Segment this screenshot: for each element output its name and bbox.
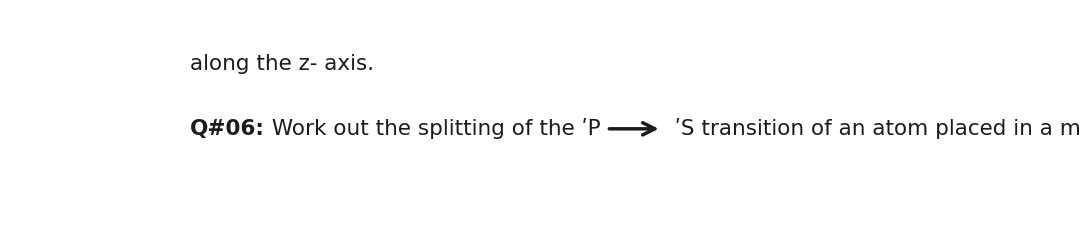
Text: ʹS transition of an atom placed in a magnetic field ‘B’: ʹS transition of an atom placed in a mag… (667, 118, 1080, 139)
Text: along the z- axis.: along the z- axis. (190, 54, 374, 74)
Text: Q#06:: Q#06: (190, 119, 265, 139)
Text: Work out the splitting of the ʹP: Work out the splitting of the ʹP (265, 118, 600, 139)
